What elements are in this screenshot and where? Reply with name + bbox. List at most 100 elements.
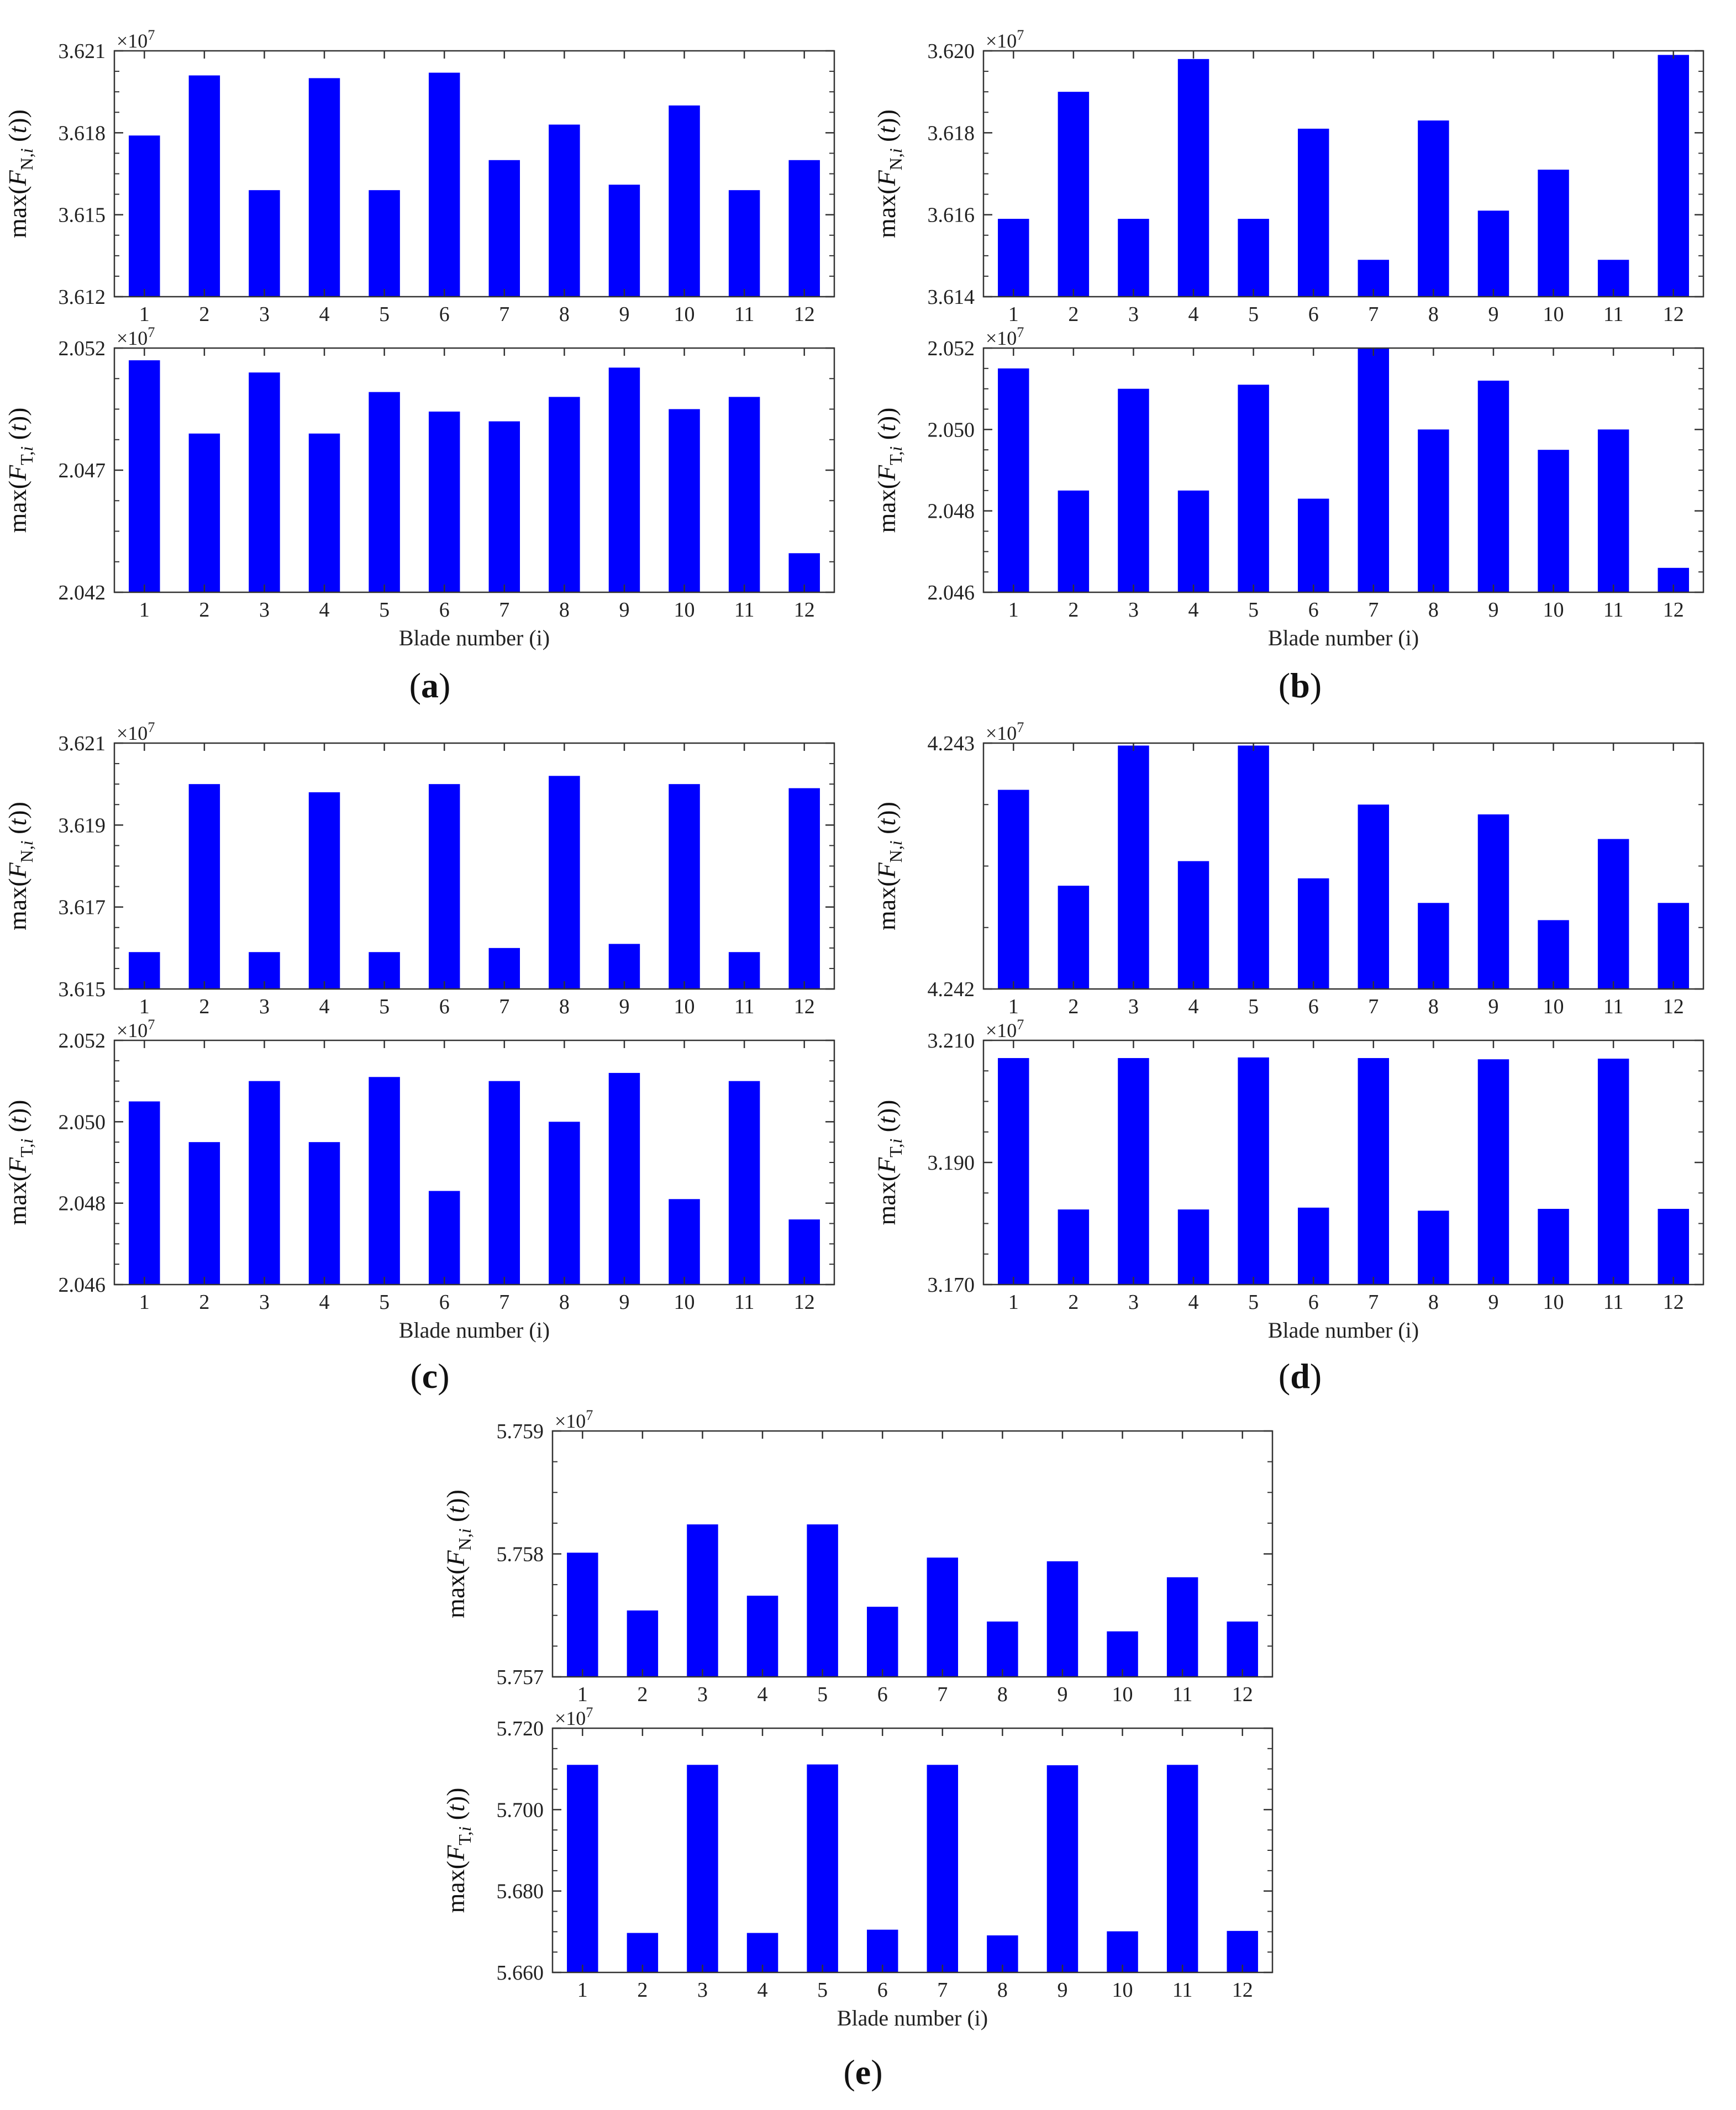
bar-blade-9: [608, 367, 640, 592]
x-tick-label: 12: [1663, 303, 1684, 326]
axis-multiplier: ×107: [117, 1017, 155, 1041]
axis-multiplier: ×107: [555, 1704, 593, 1729]
y-tick-label: 5.680: [497, 1880, 544, 1903]
bar-blade-9: [608, 1072, 640, 1285]
bar-blade-2: [1058, 886, 1090, 989]
y-tick-label: 3.618: [59, 122, 106, 145]
y-tick-label: 2.048: [928, 500, 975, 523]
bar-blade-3: [1118, 745, 1149, 989]
y-tick-label: 2.052: [928, 337, 975, 360]
x-tick-label: 6: [439, 303, 450, 326]
x-tick-label: 9: [1488, 995, 1498, 1018]
y-axis-label: max(FN,i (t)): [441, 1490, 475, 1618]
bar-blade-3: [1118, 388, 1149, 592]
x-tick-label: 6: [439, 995, 450, 1018]
bar-blade-4: [1177, 490, 1209, 592]
bar-blade-12: [1658, 55, 1689, 297]
x-tick-label: 1: [577, 1979, 588, 2002]
y-tick-label: 3.616: [928, 204, 975, 227]
y-tick-label: 5.759: [497, 1420, 544, 1443]
panel-label-d: (d): [1279, 1356, 1322, 1396]
bar-blade-5: [807, 1764, 838, 1972]
bar-blade-6: [428, 1191, 460, 1285]
bar-blade-6: [866, 1607, 898, 1677]
bar-blade-11: [728, 397, 760, 592]
bar-blade-3: [249, 372, 280, 592]
y-tick-label: 2.052: [59, 1029, 106, 1053]
x-axis-title: Blade number (i): [837, 2006, 988, 2030]
bar-blade-5: [369, 392, 400, 592]
bar-blade-8: [549, 397, 580, 592]
x-tick-label: 9: [1488, 598, 1498, 622]
x-tick-label: 1: [1008, 995, 1019, 1018]
x-tick-label: 10: [1543, 303, 1564, 326]
y-tick-label: 3.615: [59, 978, 106, 1001]
x-tick-label: 8: [1428, 598, 1439, 622]
axis-multiplier: ×107: [986, 719, 1024, 744]
x-tick-label: 7: [1368, 995, 1379, 1018]
x-tick-label: 9: [619, 598, 629, 622]
bar-blade-7: [1358, 348, 1390, 592]
bar-blade-11: [1166, 1765, 1198, 1972]
bar-blade-10: [1538, 450, 1569, 592]
bar-blade-6: [428, 784, 460, 989]
panel-label-c: (c): [410, 1356, 449, 1396]
bar-blade-7: [927, 1765, 959, 1972]
x-tick-label: 7: [499, 303, 509, 326]
y-axis-label: max(FN,i (t)): [3, 802, 36, 930]
bar-blade-12: [788, 1219, 820, 1285]
y-tick-label: 3.618: [928, 122, 975, 145]
bar-blade-1: [998, 790, 1029, 989]
bar-blade-2: [188, 784, 220, 989]
x-tick-label: 11: [734, 1291, 755, 1314]
bar-blade-10: [1538, 920, 1569, 989]
x-axis-title: Blade number (i): [399, 625, 550, 650]
bar-blade-7: [488, 160, 520, 297]
bar-blade-2: [188, 75, 220, 297]
x-tick-label: 4: [757, 1979, 768, 2002]
x-tick-label: 2: [637, 1979, 648, 2002]
x-tick-label: 5: [379, 303, 390, 326]
x-tick-label: 12: [794, 598, 815, 622]
x-tick-label: 8: [559, 995, 570, 1018]
x-tick-label: 3: [259, 995, 270, 1018]
bar-blade-3: [1118, 1058, 1149, 1285]
axis-multiplier: ×107: [986, 324, 1024, 349]
bar-blade-12: [1658, 903, 1689, 989]
bar-blade-10: [669, 1199, 700, 1285]
bar-blade-1: [129, 1101, 160, 1285]
x-tick-label: 8: [1428, 303, 1439, 326]
x-tick-label: 2: [1068, 303, 1079, 326]
x-tick-label: 10: [1543, 995, 1564, 1018]
x-tick-label: 4: [1188, 598, 1199, 622]
x-tick-label: 4: [1188, 1291, 1199, 1314]
x-tick-label: 10: [674, 303, 695, 326]
y-tick-label: 5.757: [497, 1666, 544, 1689]
bar-blade-3: [687, 1765, 718, 1972]
x-tick-label: 9: [1488, 303, 1498, 326]
x-tick-label: 11: [1603, 598, 1624, 622]
x-axis-title: Blade number (i): [1268, 1318, 1419, 1343]
bar-blade-9: [1477, 814, 1509, 989]
bar-blade-6: [1297, 1207, 1329, 1285]
x-tick-label: 6: [439, 1291, 450, 1314]
x-tick-label: 10: [674, 995, 695, 1018]
x-tick-label: 9: [619, 1291, 629, 1314]
x-tick-label: 3: [259, 598, 270, 622]
x-tick-label: 2: [199, 995, 209, 1018]
bar-blade-3: [249, 1081, 280, 1285]
bar-blade-1: [998, 368, 1029, 592]
bar-blade-8: [549, 124, 580, 297]
x-tick-label: 8: [997, 1683, 1008, 1706]
plot-frame: [113, 1039, 835, 1286]
bar-blade-8: [549, 776, 580, 989]
y-tick-label: 2.042: [59, 581, 106, 604]
x-tick-label: 8: [559, 1291, 570, 1314]
x-tick-label: 8: [1428, 1291, 1439, 1314]
y-tick-label: 3.614: [928, 286, 975, 309]
x-tick-label: 4: [319, 1291, 330, 1314]
